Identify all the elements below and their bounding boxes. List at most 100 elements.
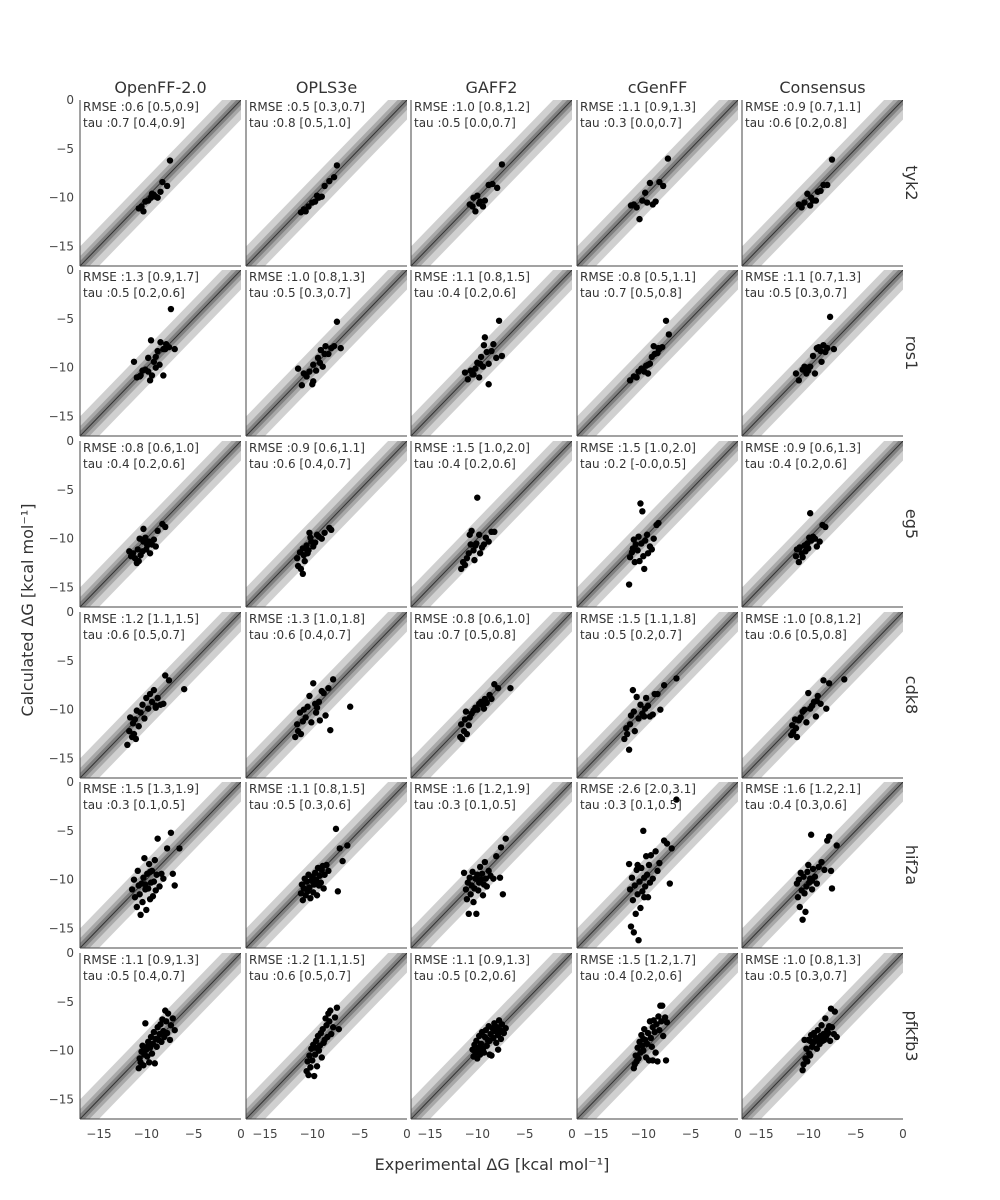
data-point <box>135 557 142 565</box>
panel-plot-area <box>742 612 903 778</box>
panel-plot-area <box>411 782 572 948</box>
data-point <box>302 208 309 215</box>
panel-plot-area <box>742 782 903 948</box>
y-tick-label: −10 <box>49 873 74 887</box>
data-point <box>644 370 652 377</box>
data-point <box>482 875 490 882</box>
data-point <box>498 352 506 360</box>
row-title: cdk8 <box>902 676 921 714</box>
data-point <box>841 676 848 683</box>
data-point <box>470 371 477 378</box>
data-point <box>799 554 806 561</box>
y-axis-title: Calculated ΔG [kcal mol⁻¹] <box>18 504 37 717</box>
data-point <box>814 692 821 700</box>
data-point <box>655 1013 662 1020</box>
data-point <box>818 358 825 365</box>
data-point <box>126 727 133 735</box>
data-point <box>657 706 664 713</box>
data-point <box>463 895 471 903</box>
data-point <box>663 840 671 847</box>
y-tick-label: −15 <box>49 409 74 423</box>
data-point <box>157 339 164 346</box>
data-point <box>811 535 819 542</box>
rmse-label: RMSE :1.5 [1.1,1.8] <box>580 612 696 626</box>
data-point <box>321 182 328 190</box>
identity-line <box>411 782 572 948</box>
data-point <box>662 317 670 324</box>
data-point <box>643 199 651 206</box>
data-point <box>306 692 313 700</box>
data-point <box>180 685 188 693</box>
data-point <box>663 1019 671 1026</box>
data-point <box>502 1024 509 1032</box>
data-point <box>474 706 481 713</box>
data-point <box>666 880 674 887</box>
panel-cdk8-cGenFF: RMSE :1.5 [1.1,1.8] tau :0.5 [0.2,0.7] <box>576 612 738 779</box>
data-point <box>333 318 341 325</box>
data-point <box>640 827 647 835</box>
data-point <box>642 694 650 702</box>
tau-label: tau :0.6 [0.4,0.7] <box>249 457 351 471</box>
y-tick-label: −10 <box>49 1044 74 1058</box>
data-point <box>305 1071 312 1079</box>
x-tick-label: −15 <box>86 1127 111 1141</box>
data-point <box>475 374 483 381</box>
data-point <box>129 550 137 557</box>
panel-plot-area <box>577 270 738 436</box>
data-point <box>634 547 641 554</box>
data-point <box>141 715 148 722</box>
data-point <box>498 161 506 168</box>
panel-plot-area <box>742 441 903 607</box>
data-point <box>806 534 813 541</box>
data-point <box>310 1072 318 1080</box>
panel-eg5-GAFF2: RMSE :1.5 [1.0,2.0] tau :0.4 [0.2,0.6] <box>410 441 572 608</box>
x-tick-label: 0 <box>403 1127 411 1141</box>
data-point <box>152 543 159 550</box>
data-point <box>176 845 183 852</box>
y-tick-label: −10 <box>49 361 74 375</box>
data-point <box>489 180 496 188</box>
data-point <box>460 869 468 877</box>
data-point <box>825 680 833 687</box>
data-point <box>335 1025 343 1033</box>
data-point <box>641 883 649 890</box>
data-point <box>662 1057 670 1064</box>
rmse-label: RMSE :1.2 [1.1,1.5] <box>249 953 365 967</box>
y-tick-label: 0 <box>66 775 74 789</box>
rmse-label: RMSE :1.3 [0.9,1.7] <box>83 270 199 284</box>
x-tick-label: −10 <box>465 1127 490 1141</box>
data-point <box>483 348 490 356</box>
panel-plot-area <box>411 953 572 1119</box>
data-point <box>493 853 500 860</box>
data-point <box>626 886 634 893</box>
rmse-label: RMSE :1.1 [0.9,1.3] <box>414 953 530 967</box>
rmse-label: RMSE :0.8 [0.5,1.1] <box>580 270 696 284</box>
data-point <box>490 875 497 882</box>
data-point <box>673 675 680 682</box>
y-tick-label: 0 <box>66 605 74 619</box>
data-point <box>481 858 489 866</box>
data-point <box>798 204 805 211</box>
rmse-label: RMSE :1.2 [1.1,1.5] <box>83 612 199 626</box>
data-point <box>299 570 307 577</box>
tau-label: tau :0.7 [0.4,0.9] <box>83 116 185 130</box>
data-point <box>817 187 824 195</box>
data-point <box>654 867 661 875</box>
data-point <box>310 680 317 687</box>
identity-line <box>246 612 407 778</box>
column-title: OPLS3e <box>296 78 357 97</box>
data-point <box>154 194 161 201</box>
tau-label: tau :0.6 [0.5,0.7] <box>83 628 185 642</box>
panel-tyk2-GAFF2: RMSE :1.0 [0.8,1.2] tau :0.5 [0.0,0.7] <box>410 100 572 267</box>
data-point <box>824 344 831 352</box>
row-title: eg5 <box>902 509 921 539</box>
x-tick-label: −15 <box>252 1127 277 1141</box>
data-point <box>311 880 319 887</box>
tau-label: tau :0.4 [0.2,0.6] <box>745 457 847 471</box>
data-point <box>315 698 323 706</box>
data-point <box>130 358 138 365</box>
data-point <box>157 188 164 195</box>
data-point <box>457 721 465 728</box>
data-point <box>656 1026 663 1034</box>
tau-label: tau :0.3 [0.0,0.7] <box>580 116 682 130</box>
